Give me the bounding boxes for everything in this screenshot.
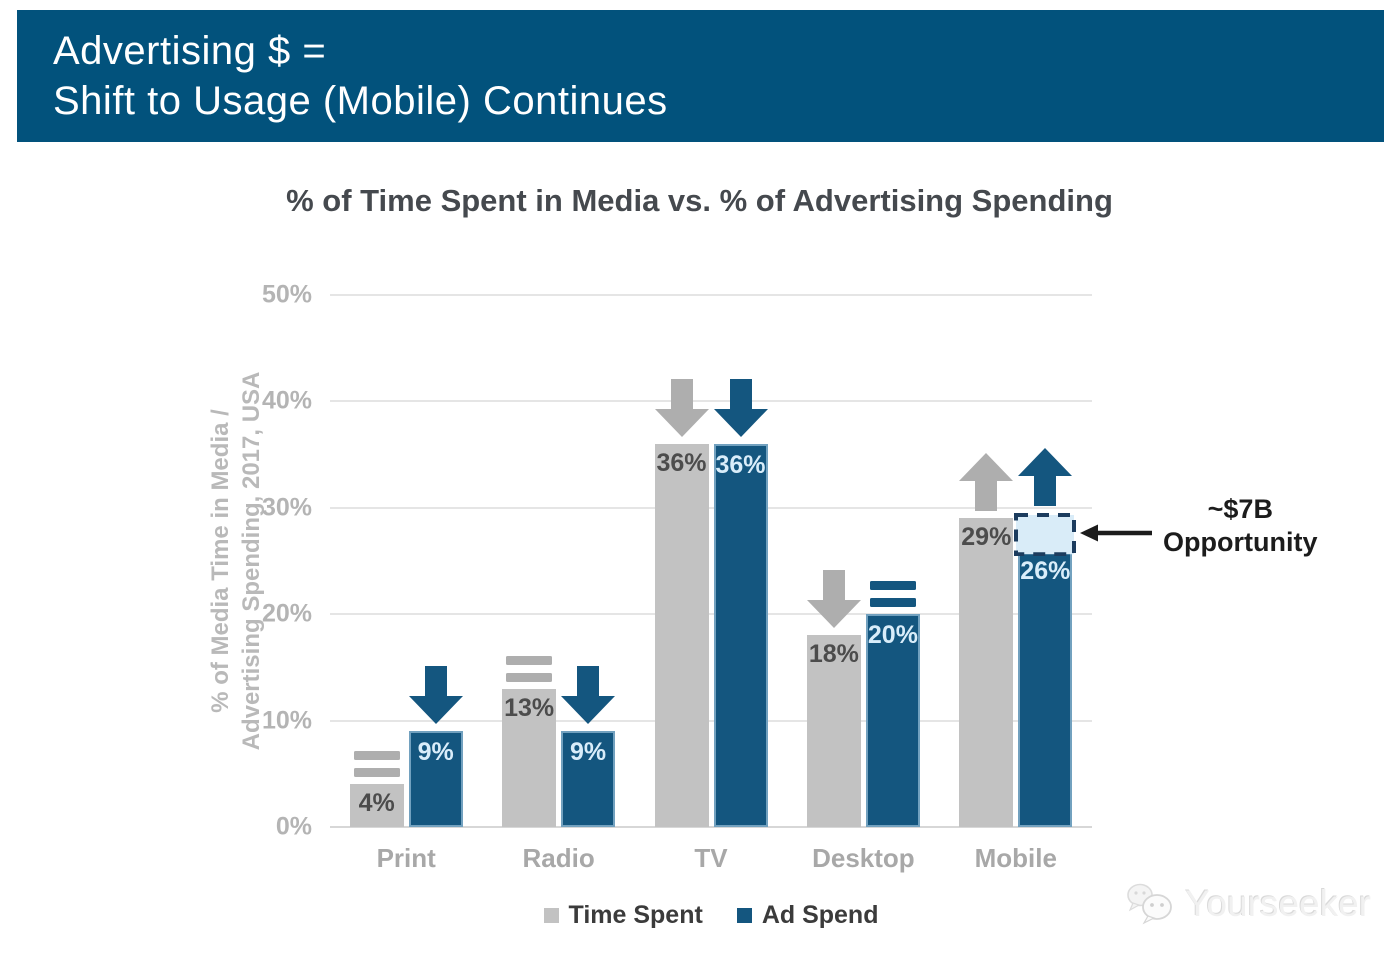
legend-swatch (543, 908, 559, 923)
bar-value-label: 9% (417, 738, 454, 767)
trend-indicator-down (408, 666, 463, 725)
legend-label: Ad Spend (761, 901, 879, 929)
opportunity-box (1014, 513, 1077, 557)
legend-item-time-spent: Time Spent (543, 901, 703, 930)
plot-area: 0% 10% 20% 30% 40% 50% 4% 9% Print 13% 9% Radio 36% 3… (262, 281, 1318, 874)
trend-indicator-equal (353, 751, 400, 778)
opportunity-arrow-icon (1080, 522, 1153, 544)
bar-value-label: 29% (961, 523, 1012, 552)
trend-indicator-equal (506, 655, 553, 682)
bar-value-label: 9% (570, 738, 607, 767)
up-arrow-icon (1018, 448, 1073, 507)
y-tick-label-0%: 0% (275, 812, 312, 841)
equals-icon (869, 581, 916, 608)
bar-value-label: 13% (504, 693, 555, 722)
bar-time-spent-radio: 13% (502, 688, 557, 827)
trend-indicator-down (713, 378, 768, 437)
up-arrow-icon (959, 453, 1014, 512)
bar-ad-spend-radio: 9% (561, 731, 616, 827)
gridline-30% (330, 506, 1092, 509)
equals-icon (353, 751, 400, 778)
bar-time-spent-mobile: 29% (959, 518, 1014, 827)
bar-time-spent-print: 4% (349, 784, 404, 827)
bar-ad-spend-print: 9% (408, 731, 463, 827)
bar-time-spent-tv: 36% (654, 443, 709, 827)
category-label-mobile: Mobile (974, 843, 1057, 873)
trend-indicator-up (1018, 448, 1073, 507)
opportunity-label: ~$7B Opportunity (1150, 493, 1330, 559)
trend-indicator-down (654, 378, 709, 437)
bar-ad-spend-mobile: 26% (1018, 550, 1073, 827)
chat-bubbles-icon (1127, 883, 1173, 925)
left-arrow-icon (1080, 524, 1153, 542)
bar-value-label: 26% (1020, 557, 1071, 586)
bar-value-label: 18% (808, 640, 859, 669)
y-tick-label-20%: 20% (261, 599, 312, 628)
trend-indicator-down (806, 570, 861, 629)
gridline-10% (330, 719, 1092, 722)
category-label-desktop: Desktop (812, 843, 915, 873)
watermark-text: Yourseeker (1185, 883, 1371, 924)
y-axis-title-line2: Advertising Spending, 2017, USA (238, 371, 265, 751)
banner-title-line2: Shift to Usage (Mobile) Continues (53, 79, 668, 123)
down-arrow-icon (408, 666, 463, 725)
opportunity-label-line1: ~$7B (1207, 493, 1273, 524)
gridline-20% (330, 613, 1092, 616)
banner-title-line1: Advertising $ = (53, 29, 327, 73)
bar-time-spent-desktop: 18% (806, 635, 861, 827)
y-tick-label-40%: 40% (261, 386, 312, 415)
trend-indicator-equal (869, 581, 916, 608)
down-arrow-icon (806, 570, 861, 629)
y-axis-title-text: % of Media Time in Media / Advertising S… (205, 372, 267, 751)
bar-ad-spend-tv: 36% (713, 443, 768, 827)
down-arrow-icon (561, 666, 616, 725)
opportunity-box-outline (1014, 513, 1077, 557)
gridline-40% (330, 400, 1092, 403)
bar-ad-spend-desktop: 20% (865, 614, 920, 827)
y-axis-title: % of Media Time in Media / Advertising S… (176, 295, 296, 827)
chart-title: % of Time Spent in Media vs. % of Advert… (286, 183, 1113, 218)
legend-swatch (736, 908, 752, 923)
y-axis-title-line1: % of Media Time in Media / (207, 409, 234, 713)
bar-value-label: 36% (715, 450, 766, 479)
gridline-50% (330, 294, 1092, 296)
y-tick-label-10%: 10% (261, 706, 312, 735)
category-label-print: Print (376, 843, 436, 873)
category-label-tv: TV (694, 843, 728, 873)
down-arrow-icon (654, 378, 709, 437)
y-tick-label-50%: 50% (261, 280, 312, 309)
trend-indicator-down (561, 666, 616, 725)
watermark: Yourseeker (1125, 882, 1371, 926)
bar-value-label: 20% (867, 621, 918, 650)
y-tick-label-30%: 30% (261, 493, 312, 522)
legend-label: Time Spent (568, 901, 703, 929)
bar-value-label: 36% (656, 448, 707, 477)
trend-indicator-up (959, 453, 1014, 512)
gridline-0% (330, 826, 1092, 828)
equals-icon (506, 655, 553, 682)
legend-item-ad-spend: Ad Spend (736, 901, 879, 930)
banner: Advertising $ = Shift to Usage (Mobile) … (17, 10, 1384, 142)
bar-value-label: 4% (358, 789, 395, 818)
opportunity-label-line2: Opportunity (1163, 526, 1318, 557)
legend: Time Spent Ad Spend (330, 901, 1092, 930)
down-arrow-icon (713, 378, 768, 437)
category-label-radio: Radio (522, 843, 595, 873)
